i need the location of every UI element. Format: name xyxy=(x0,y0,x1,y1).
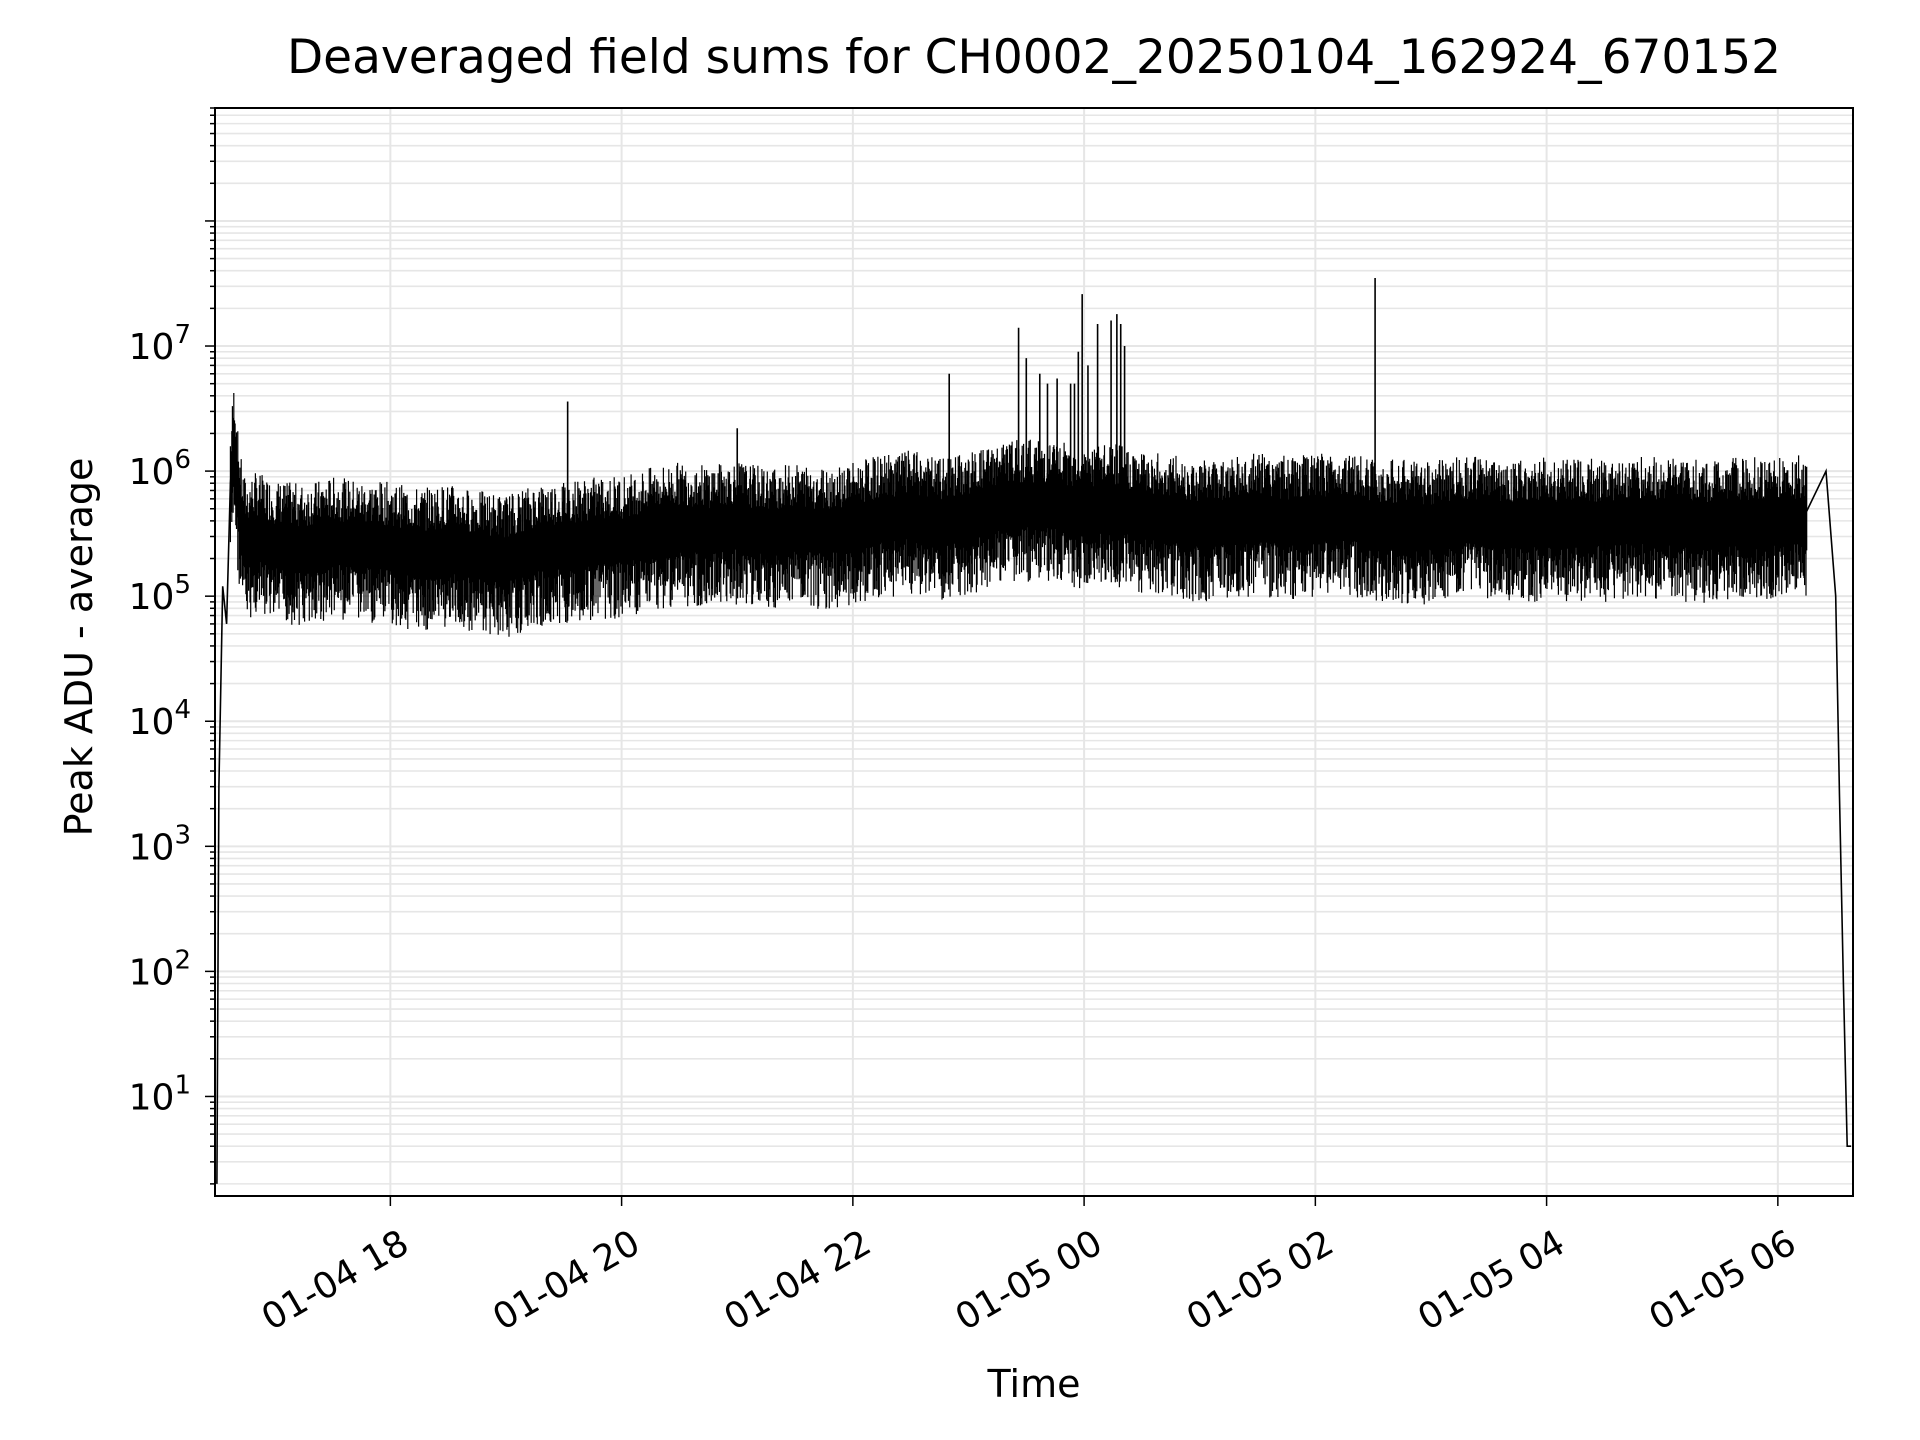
y-tick-label: 102 xyxy=(129,945,191,993)
x-tick-label: 01-05 00 xyxy=(949,1222,1110,1338)
x-tick-label: 01-04 18 xyxy=(255,1222,416,1338)
y-tick-label: 107 xyxy=(129,320,191,368)
series-trace-0 xyxy=(229,393,1808,637)
chart-title: Deaveraged field sums for CH0002_2025010… xyxy=(286,30,1782,85)
plot-frame xyxy=(214,107,1854,1197)
x-axis-label: Time xyxy=(987,1362,1081,1406)
y-axis-label: Peak ADU - average xyxy=(57,457,101,837)
y-tick-label: 101 xyxy=(129,1070,191,1118)
x-tick-label: 01-04 22 xyxy=(717,1222,878,1338)
y-tick-label: 104 xyxy=(129,695,191,743)
x-tick-label: 01-05 06 xyxy=(1642,1222,1803,1338)
y-tick-label: 105 xyxy=(129,570,191,618)
x-tick-label: 01-05 02 xyxy=(1180,1222,1341,1338)
y-tick-label: 103 xyxy=(129,820,191,868)
y-tick-label: 106 xyxy=(129,445,191,493)
x-tick-label: 01-04 20 xyxy=(486,1222,647,1338)
x-tick-label: 01-05 04 xyxy=(1411,1222,1572,1338)
